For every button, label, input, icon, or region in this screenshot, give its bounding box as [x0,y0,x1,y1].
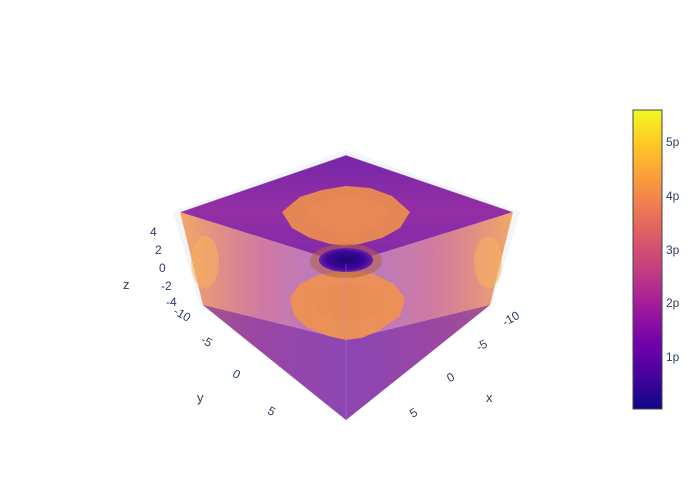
x-tick: -5 [474,336,491,354]
left-glow [191,236,219,288]
colorbar-tick: 1p [666,350,680,364]
z-tick: -2 [161,279,172,293]
lower-lobe-inner [310,282,386,322]
colorbar[interactable]: 5p 4p 3p 2p 1p [632,109,680,410]
z-tick: -4 [166,295,177,309]
colorbar-tick: 3p [666,243,680,257]
y-tick: -5 [198,332,215,350]
colorbar-tick: 4p [666,189,680,203]
x-axis-title: x [486,390,493,405]
volume-body [179,154,514,420]
bottom-face [203,305,490,420]
right-glow [474,236,502,288]
y-axis-title: y [197,390,204,405]
colorbar-tick: 5p [666,135,680,149]
z-axis-title: z [123,277,130,292]
upper-lobe-inner [305,196,390,234]
y-tick: 5 [265,403,278,419]
z-tick: 2 [155,243,162,257]
z-tick: 4 [150,225,157,239]
center-hole [319,248,373,272]
colorbar-gradient [632,109,663,410]
z-tick: 0 [159,261,166,275]
box-edges [179,154,514,213]
x-tick: -10 [500,308,522,329]
x-tick: 5 [407,405,420,421]
x-tick: 0 [444,369,457,385]
y-tick: 0 [230,366,243,382]
z-axis: 4 2 0 -2 -4 z [123,225,177,309]
colorbar-tick: 2p [666,296,680,310]
